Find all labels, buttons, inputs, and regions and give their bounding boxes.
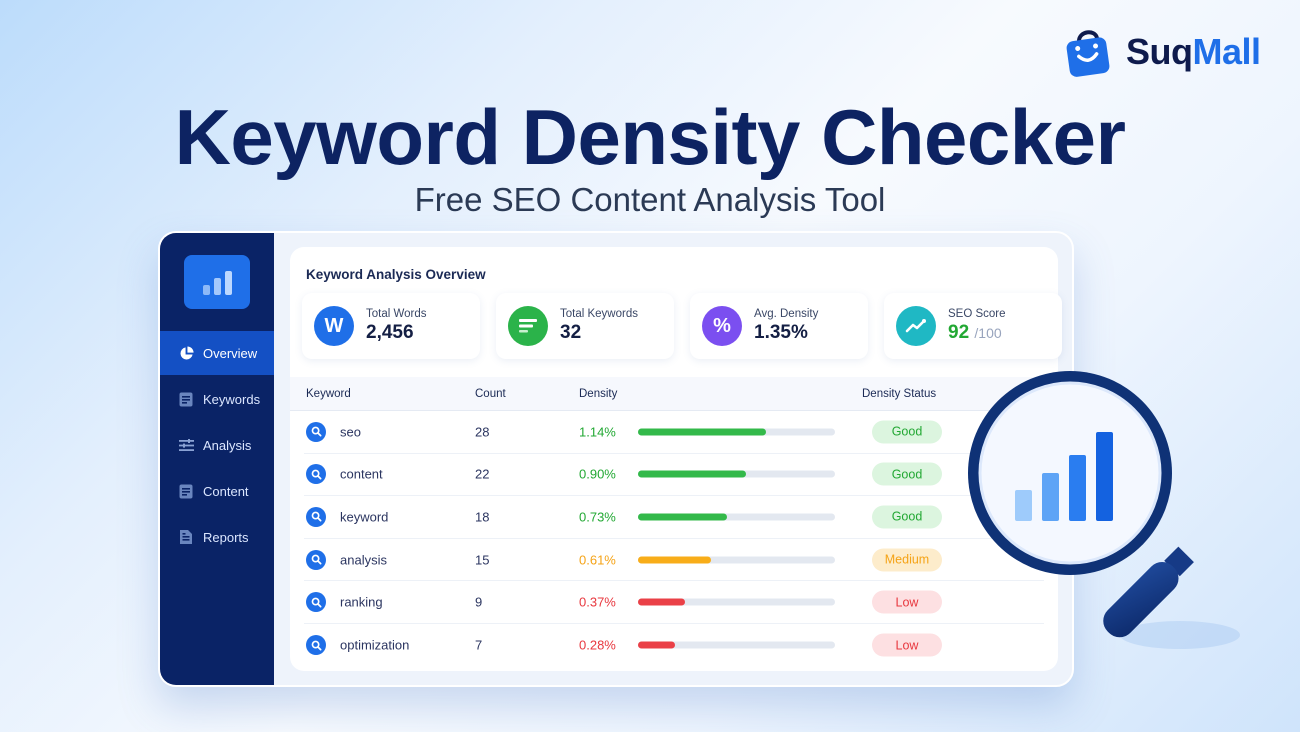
app-logo-bar-chart-icon[interactable] — [184, 255, 250, 309]
seo-score-value: 92 — [948, 322, 970, 343]
stat-card-total-keywords: Total Keywords 32 — [496, 293, 674, 359]
stat-label: Total Keywords — [560, 308, 638, 320]
sidebar-nav: Overview Keywords Analysis Content — [160, 331, 274, 561]
table-row[interactable]: optimization 7 0.28% Low — [304, 624, 1044, 667]
keyword-table-body: seo 28 1.14% Good content 22 0.90% Good keyword 1… — [290, 411, 1058, 667]
keyword-cell: analysis — [340, 552, 387, 568]
stat-value: 32 — [560, 322, 582, 343]
status-badge: Good — [872, 462, 942, 486]
density-bar — [638, 641, 835, 649]
count-cell: 9 — [475, 594, 483, 610]
density-bar — [638, 598, 835, 606]
status-badge: Good — [872, 420, 942, 444]
keyword-cell: ranking — [340, 594, 383, 610]
document-icon — [178, 483, 194, 499]
keyword-cell: optimization — [340, 637, 410, 653]
search-icon[interactable] — [306, 421, 326, 442]
col-density-status[interactable]: Density Status — [862, 388, 937, 400]
density-cell: 0.37% — [579, 594, 616, 610]
app-window: Overview Keywords Analysis Content — [158, 231, 1074, 687]
stat-label: Avg. Density — [754, 308, 819, 320]
keyword-cell: seo — [340, 424, 361, 440]
stat-value: 1.35% — [754, 322, 808, 343]
list-icon — [508, 306, 548, 346]
search-icon[interactable] — [306, 635, 326, 656]
hero-subtitle: Free SEO Content Analysis Tool — [414, 181, 886, 218]
percent-icon: % — [702, 306, 742, 346]
sidebar-item-label: Overview — [203, 345, 258, 361]
count-cell: 18 — [475, 509, 490, 525]
sidebar-item-label: Reports — [203, 529, 249, 545]
sidebar-item-label: Keywords — [203, 391, 261, 407]
shopping-bag-icon — [1062, 25, 1116, 79]
density-cell: 0.28% — [579, 637, 616, 653]
col-density[interactable]: Density — [579, 388, 618, 400]
hero-title: Keyword Density Checker — [174, 93, 1126, 181]
sidebar-item-label: Content — [203, 483, 249, 499]
count-cell: 15 — [475, 552, 490, 568]
keyword-cell: keyword — [340, 509, 389, 525]
density-bar — [638, 556, 835, 564]
stat-card-avg-density: % Avg. Density 1.35% — [690, 293, 868, 359]
stat-card-seo-score: SEO Score 92 /100 — [884, 293, 1062, 359]
col-count[interactable]: Count — [475, 388, 506, 400]
search-icon[interactable] — [306, 549, 326, 570]
density-cell: 0.61% — [579, 552, 616, 568]
pie-chart-icon — [178, 345, 194, 361]
sliders-icon — [178, 437, 194, 453]
brand-name: SuqMall — [1126, 31, 1261, 73]
count-cell: 28 — [475, 424, 490, 440]
sidebar-item-overview[interactable]: Overview — [160, 331, 274, 375]
sidebar-item-analysis[interactable]: Analysis — [160, 423, 274, 467]
stat-label: SEO Score — [948, 308, 1006, 320]
table-header: Keyword Count Density Density Status — [290, 377, 1058, 411]
sidebar-item-reports[interactable]: Reports — [160, 515, 274, 559]
status-badge: Low — [872, 633, 942, 657]
density-bar — [638, 470, 835, 478]
brand-logo[interactable]: SuqMall — [1062, 25, 1261, 79]
sidebar-item-label: Analysis — [203, 437, 252, 453]
panel-title: Keyword Analysis Overview — [306, 267, 486, 282]
density-bar — [638, 513, 835, 521]
table-row[interactable]: seo 28 1.14% Good — [304, 411, 1044, 454]
search-icon[interactable] — [306, 464, 326, 485]
count-cell: 7 — [475, 637, 483, 653]
density-bar — [638, 428, 835, 436]
seo-score-suffix: /100 — [974, 325, 1002, 341]
sidebar: Overview Keywords Analysis Content — [160, 233, 274, 685]
sidebar-item-keywords[interactable]: Keywords — [160, 377, 274, 421]
density-cell: 0.73% — [579, 509, 616, 525]
status-badge: Medium — [872, 548, 942, 572]
col-keyword[interactable]: Keyword — [306, 388, 351, 400]
stat-card-total-words: W Total Words 2,456 — [302, 293, 480, 359]
table-row[interactable]: keyword 18 0.73% Good — [304, 496, 1044, 539]
document-icon — [178, 391, 194, 407]
keyword-cell: content — [340, 466, 383, 482]
report-icon — [178, 529, 194, 545]
density-cell: 0.90% — [579, 466, 616, 482]
stat-label: Total Words — [366, 308, 427, 320]
search-icon[interactable] — [306, 592, 326, 613]
density-cell: 1.14% — [579, 424, 616, 440]
magnifier-chart-illustration — [960, 365, 1260, 665]
search-icon[interactable] — [306, 506, 326, 527]
sidebar-item-content[interactable]: Content — [160, 469, 274, 513]
brand-name-part2: Mall — [1192, 31, 1262, 72]
main-panel: Keyword Analysis Overview W Total Words 2… — [290, 247, 1062, 671]
table-row[interactable]: ranking 9 0.37% Low — [304, 581, 1044, 624]
table-row[interactable]: content 22 0.90% Good — [304, 454, 1044, 497]
table-row[interactable]: analysis 15 0.61% Medium — [304, 539, 1044, 582]
status-badge: Good — [872, 505, 942, 529]
stat-cards: W Total Words 2,456 Total Keywords 32 % Av… — [302, 293, 1062, 359]
count-cell: 22 — [475, 466, 490, 482]
status-badge: Low — [872, 590, 942, 614]
brand-name-part1: Suq — [1126, 31, 1193, 72]
stat-value: 2,456 — [366, 322, 414, 343]
trend-up-icon — [896, 306, 936, 346]
w-letter-icon: W — [314, 306, 354, 346]
